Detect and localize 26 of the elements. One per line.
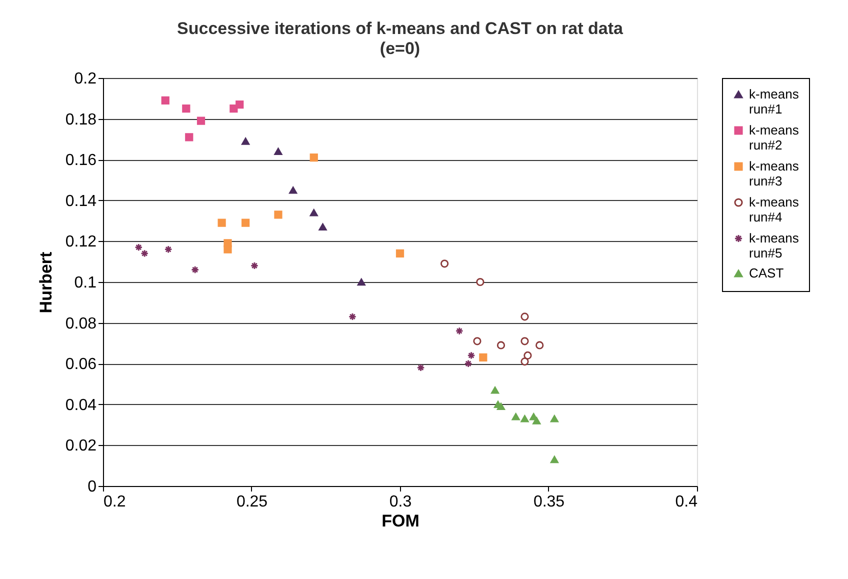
y-tick-label: 0.06 — [65, 356, 97, 374]
x-tick-label: 0.25 — [236, 494, 268, 510]
chart-title: Successive iterations of k-means and CAST on rat data — [177, 19, 624, 38]
y-tick-label: 0.16 — [65, 152, 97, 170]
y-tick-label: 0 — [88, 478, 97, 496]
x-tick-label: 0.35 — [533, 494, 565, 510]
legend-label: CAST — [749, 266, 784, 280]
legend-label: k-means run#3 — [749, 158, 800, 188]
y-tick-label: 0.1 — [74, 274, 97, 292]
y-tick-label: 0.08 — [65, 315, 97, 332]
legend-label: k-means run#2 — [749, 122, 800, 152]
x-tick-label: 0.2 — [104, 494, 126, 510]
y-tick-label: 0.12 — [65, 234, 97, 251]
x-tick-label: 0.4 — [675, 494, 698, 510]
y-axis-title: Hurbert — [36, 251, 56, 314]
y-tick-label: 0.2 — [74, 70, 97, 88]
y-tick-label: 0.18 — [65, 111, 97, 128]
legend-label: k-means run#5 — [749, 230, 800, 260]
x-tick-label: 0.3 — [389, 494, 412, 510]
legend-label: k-means run#1 — [749, 86, 800, 116]
y-tick-label: 0.02 — [65, 438, 97, 455]
legend-label: k-means run#4 — [749, 194, 800, 224]
chart-subtitle: (e=0) — [380, 39, 420, 58]
y-tick-label: 0.14 — [65, 192, 97, 210]
x-axis-title: FOM — [382, 512, 420, 530]
y-tick-label: 0.04 — [65, 396, 97, 414]
